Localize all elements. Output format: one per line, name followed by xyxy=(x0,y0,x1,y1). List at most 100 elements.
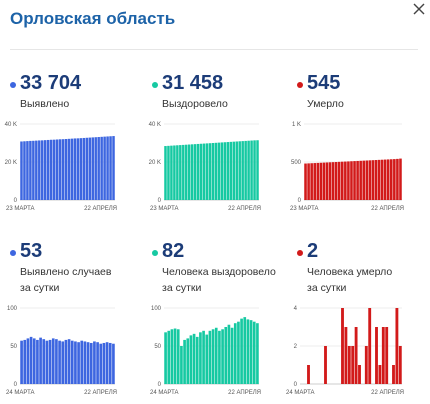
bar[interactable] xyxy=(374,160,378,200)
bar[interactable] xyxy=(211,143,215,200)
bar[interactable] xyxy=(392,365,395,384)
bar[interactable] xyxy=(85,137,89,200)
bar[interactable] xyxy=(241,141,244,200)
bar[interactable] xyxy=(38,140,41,200)
bar[interactable] xyxy=(196,143,200,200)
bar[interactable] xyxy=(73,138,77,200)
bar[interactable] xyxy=(208,143,212,200)
bar[interactable] xyxy=(240,318,243,384)
bar[interactable] xyxy=(45,340,49,384)
bar[interactable] xyxy=(386,159,390,200)
bar[interactable] xyxy=(316,162,320,200)
bar[interactable] xyxy=(173,145,176,200)
bar[interactable] xyxy=(368,160,372,200)
bar[interactable] xyxy=(179,145,182,200)
bar[interactable] xyxy=(97,137,100,200)
bar[interactable] xyxy=(399,158,402,200)
bar[interactable] xyxy=(244,140,247,200)
bar[interactable] xyxy=(186,338,190,384)
bar[interactable] xyxy=(377,159,381,200)
bar[interactable] xyxy=(393,159,396,200)
bar[interactable] xyxy=(58,139,62,200)
bar[interactable] xyxy=(183,339,186,384)
bar[interactable] xyxy=(319,162,323,200)
bar[interactable] xyxy=(340,161,344,200)
bar[interactable] xyxy=(93,341,96,384)
bar[interactable] xyxy=(356,160,359,200)
bar[interactable] xyxy=(199,143,203,200)
bar[interactable] xyxy=(112,343,115,384)
bar[interactable] xyxy=(359,160,362,200)
bar[interactable] xyxy=(55,139,59,200)
bar[interactable] xyxy=(224,327,228,384)
bar[interactable] xyxy=(380,159,384,200)
bar[interactable] xyxy=(91,137,94,200)
bar[interactable] xyxy=(46,139,50,200)
bar[interactable] xyxy=(202,330,205,384)
bar[interactable] xyxy=(49,139,53,200)
bar[interactable] xyxy=(252,321,256,384)
bar[interactable] xyxy=(322,162,326,200)
bar[interactable] xyxy=(100,136,103,200)
bar[interactable] xyxy=(396,158,399,200)
bar[interactable] xyxy=(61,139,65,200)
bar[interactable] xyxy=(187,144,191,200)
bar[interactable] xyxy=(108,342,112,384)
bar[interactable] xyxy=(23,339,27,384)
close-icon[interactable] xyxy=(410,0,428,18)
bar[interactable] xyxy=(74,341,77,384)
bar[interactable] xyxy=(58,340,61,384)
bar[interactable] xyxy=(32,338,36,384)
bar[interactable] xyxy=(39,337,42,384)
bar[interactable] xyxy=(344,327,348,384)
bar[interactable] xyxy=(324,346,327,384)
bar[interactable] xyxy=(70,138,74,200)
bar[interactable] xyxy=(26,141,29,200)
bar[interactable] xyxy=(55,339,58,384)
bar[interactable] xyxy=(347,161,350,200)
bar[interactable] xyxy=(94,137,97,200)
bar[interactable] xyxy=(223,142,227,200)
bar[interactable] xyxy=(61,341,65,384)
bar[interactable] xyxy=(235,141,238,200)
bar[interactable] xyxy=(389,159,393,200)
bar[interactable] xyxy=(29,140,32,200)
bar[interactable] xyxy=(220,142,224,200)
bar[interactable] xyxy=(378,365,382,384)
bar[interactable] xyxy=(221,329,224,384)
bar[interactable] xyxy=(173,328,177,384)
bar[interactable] xyxy=(214,327,218,384)
bar[interactable] xyxy=(176,145,179,200)
bar[interactable] xyxy=(67,339,71,384)
bar[interactable] xyxy=(185,144,188,200)
bar[interactable] xyxy=(247,140,250,200)
bar[interactable] xyxy=(331,162,335,200)
bar[interactable] xyxy=(52,139,56,200)
bar[interactable] xyxy=(354,327,358,384)
bar[interactable] xyxy=(42,339,46,384)
bar[interactable] xyxy=(64,339,68,384)
bar[interactable] xyxy=(211,329,215,384)
bar[interactable] xyxy=(256,140,259,200)
bar[interactable] xyxy=(365,160,369,200)
bar[interactable] xyxy=(325,162,329,200)
bar[interactable] xyxy=(233,323,237,384)
bar[interactable] xyxy=(381,327,385,384)
bar[interactable] xyxy=(48,339,52,384)
bar[interactable] xyxy=(238,141,241,200)
bar[interactable] xyxy=(237,321,240,384)
bar[interactable] xyxy=(180,346,183,384)
bar[interactable] xyxy=(353,161,356,200)
bar[interactable] xyxy=(229,141,233,200)
bar[interactable] xyxy=(105,342,109,384)
bar[interactable] xyxy=(256,323,259,384)
bar[interactable] xyxy=(43,140,47,200)
bar[interactable] xyxy=(205,143,209,200)
bar[interactable] xyxy=(195,336,199,384)
bar[interactable] xyxy=(310,163,313,200)
bar[interactable] xyxy=(328,162,332,200)
bar[interactable] xyxy=(243,317,247,384)
bar[interactable] xyxy=(375,327,378,384)
bar[interactable] xyxy=(250,140,253,200)
bar[interactable] xyxy=(189,335,193,384)
